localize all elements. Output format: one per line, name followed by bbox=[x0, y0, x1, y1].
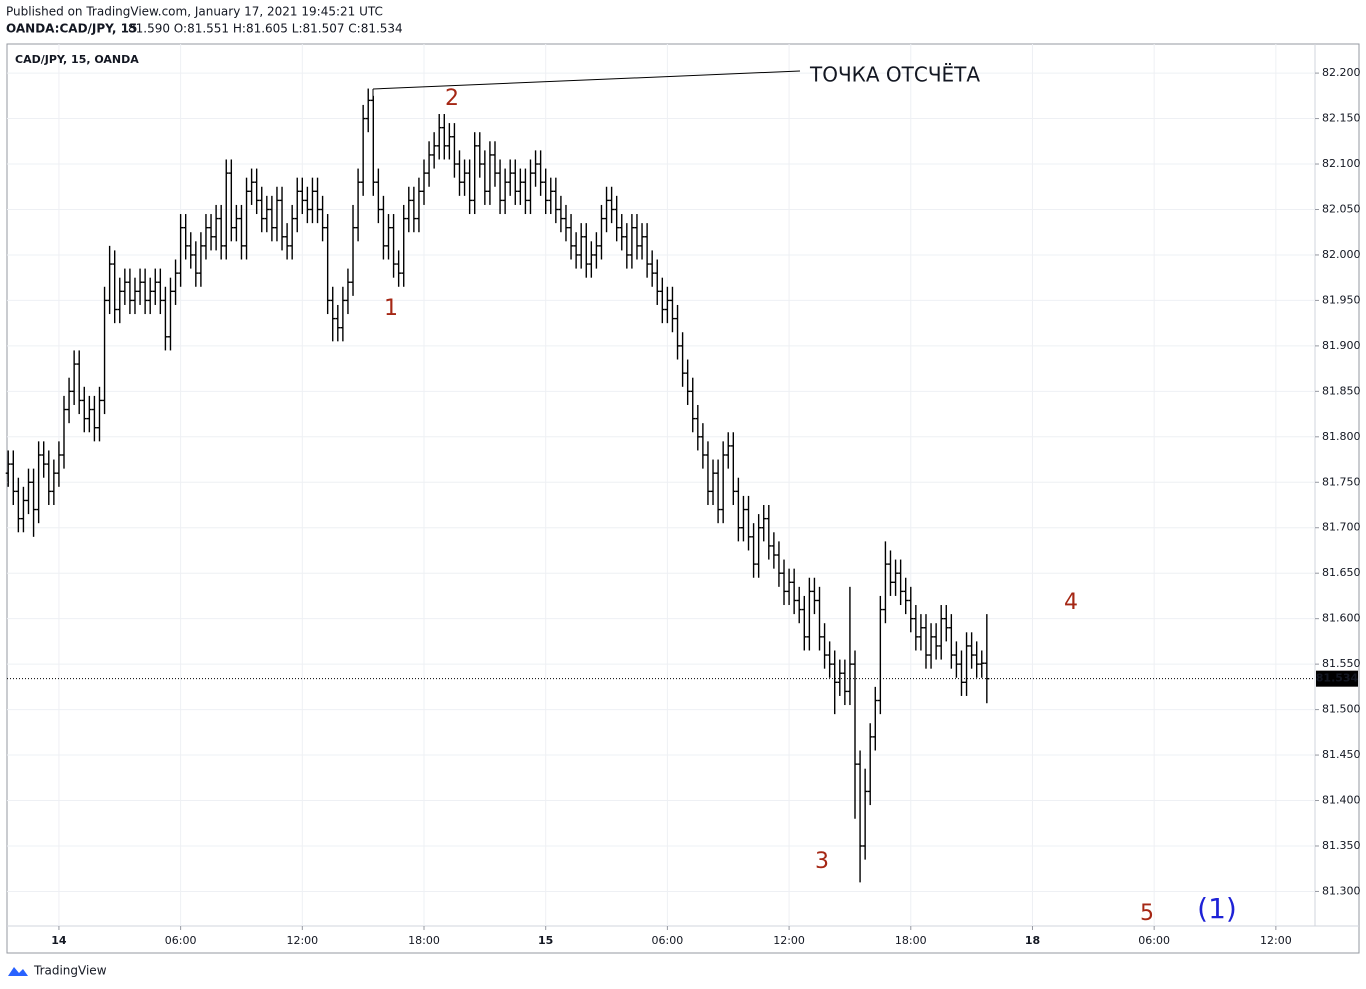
y-tick-label: 81.550 bbox=[1322, 657, 1361, 670]
y-tick-label: 81.650 bbox=[1322, 566, 1361, 579]
wave-label: 2 bbox=[445, 86, 459, 111]
brand-name: TradingView bbox=[33, 964, 107, 978]
x-tick-label: 15 bbox=[538, 934, 553, 947]
x-tick-label: 12:00 bbox=[286, 934, 318, 947]
y-tick-label: 81.950 bbox=[1322, 293, 1361, 306]
y-tick-label: 82.200 bbox=[1322, 66, 1361, 79]
annotation-reference: ТОЧКА ОТСЧЁТА bbox=[809, 63, 980, 87]
y-tick-label: 81.700 bbox=[1322, 521, 1361, 534]
x-tick-label: 14 bbox=[51, 934, 67, 947]
y-tick-label: 81.500 bbox=[1322, 703, 1361, 716]
y-tick-label: 81.750 bbox=[1322, 475, 1361, 488]
brand-logo bbox=[8, 967, 28, 976]
x-tick-label: 12:00 bbox=[1260, 934, 1292, 947]
y-tick-label: 81.800 bbox=[1322, 430, 1361, 443]
chart-frame bbox=[6, 43, 1360, 954]
x-tick-label: 18:00 bbox=[408, 934, 440, 947]
x-tick-label: 06:00 bbox=[165, 934, 197, 947]
last-price-label: 81.534 bbox=[1316, 672, 1359, 685]
y-tick-label: 82.000 bbox=[1322, 248, 1361, 261]
wave-label: 4 bbox=[1064, 590, 1078, 615]
grid bbox=[7, 44, 1319, 930]
symbol: OANDA:CAD/JPY, 15 bbox=[6, 22, 137, 36]
y-tick-label: 81.400 bbox=[1322, 794, 1361, 807]
last-price-box bbox=[1316, 670, 1358, 687]
y-tick-label: 82.150 bbox=[1322, 112, 1361, 125]
y-tick-label: 82.050 bbox=[1322, 202, 1361, 215]
y-tick-label: 81.600 bbox=[1322, 612, 1361, 625]
published-line: Published on TradingView.com, January 17… bbox=[6, 5, 383, 19]
annotation-pointer bbox=[372, 70, 801, 90]
x-tick-label: 18:00 bbox=[895, 934, 927, 947]
x-tick-label: 06:00 bbox=[652, 934, 684, 947]
x-tick-label: 12:00 bbox=[773, 934, 805, 947]
y-tick-label: 81.300 bbox=[1322, 884, 1361, 897]
y-tick-label: 82.100 bbox=[1322, 157, 1361, 170]
x-tick-label: 18 bbox=[1025, 934, 1040, 947]
legend-entry: CAD/JPY, 15, OANDA bbox=[15, 53, 139, 66]
y-tick-label: 81.900 bbox=[1322, 339, 1361, 352]
x-tick-label: 06:00 bbox=[1138, 934, 1170, 947]
y-tick-label: 81.450 bbox=[1322, 748, 1361, 761]
y-tick-label: 81.350 bbox=[1322, 839, 1361, 852]
wave-degree-label: (1) bbox=[1197, 892, 1237, 925]
wave-label: 1 bbox=[384, 296, 398, 321]
bars bbox=[5, 88, 990, 883]
quote: 81.590 O:81.551 H:81.605 L:81.507 C:81.5… bbox=[128, 22, 403, 36]
wave-label: 3 bbox=[815, 849, 829, 874]
wave-label: 5 bbox=[1140, 901, 1154, 926]
y-tick-label: 81.850 bbox=[1322, 384, 1361, 397]
